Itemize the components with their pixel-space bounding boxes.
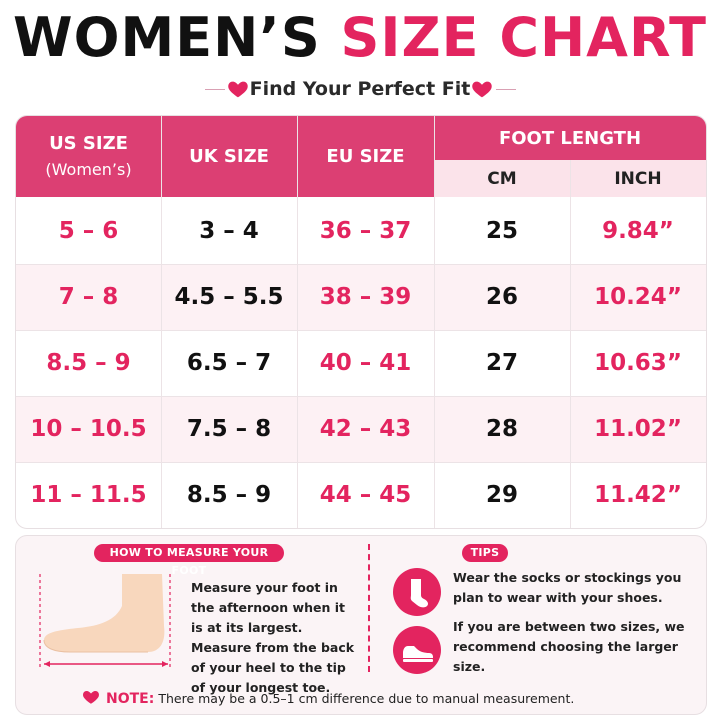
cell-uk: 3 – 4: [199, 218, 259, 244]
page-title: WOMEN’S SIZE CHART: [0, 6, 720, 70]
grid-line: [16, 462, 706, 463]
cell-cm: 27: [485, 350, 518, 376]
header-eu-size: EU SIZE: [297, 116, 434, 197]
tip-socks: Wear the socks or stockings you plan to …: [453, 570, 682, 605]
cell-eu: 40 – 41: [319, 350, 412, 376]
subtitle-line-right: [496, 89, 516, 90]
cell-eu: 38 – 39: [319, 284, 412, 310]
tip-between-sizes: If you are between two sizes, we recomme…: [453, 619, 685, 674]
heart-icon: [228, 81, 248, 98]
cell-us: 11 – 11.5: [30, 482, 147, 508]
cell-eu: 36 – 37: [319, 218, 412, 244]
note-text: There may be a 0.5–1 cm difference due t…: [158, 691, 575, 706]
measure-tag: HOW TO MEASURE YOUR FOOT: [94, 544, 284, 577]
cell-inch: 9.84”: [602, 218, 674, 244]
grid-line: [161, 116, 162, 528]
note: NOTE: There may be a 0.5–1 cm difference…: [106, 691, 574, 707]
grid-line: [297, 116, 298, 528]
cell-eu: 42 – 43: [319, 416, 412, 442]
tips-tag: TIPS: [462, 544, 508, 562]
grid-line: [16, 396, 706, 397]
subtitle: Find Your Perfect Fit: [249, 78, 471, 100]
panel-divider: [368, 544, 370, 672]
info-panel: HOW TO MEASURE YOUR FOOT Measure your fo…: [15, 535, 707, 715]
cell-cm: 29: [485, 482, 518, 508]
grid-line: [16, 264, 706, 265]
shoe-icon: [393, 626, 441, 674]
table-row: 8.5 – 9 6.5 – 7 40 – 41 27 10.63”: [16, 330, 706, 396]
title-womens: WOMEN’S: [13, 6, 321, 69]
cell-us: 8.5 – 9: [46, 350, 131, 376]
title-size-chart: SIZE CHART: [340, 6, 707, 69]
heart-icon: [472, 81, 492, 98]
cell-uk: 4.5 – 5.5: [174, 284, 284, 310]
note-label: NOTE:: [106, 691, 155, 707]
cell-inch: 10.63”: [594, 350, 682, 376]
header-cm: CM: [434, 160, 570, 197]
header-us-size-sub: (Women’s): [45, 159, 132, 179]
heart-icon: [83, 691, 99, 704]
subtitle-line-left: [205, 89, 225, 90]
cell-cm: 26: [485, 284, 518, 310]
cell-cm: 25: [485, 218, 518, 244]
cell-eu: 44 – 45: [319, 482, 412, 508]
header-foot-length: FOOT LENGTH: [434, 116, 706, 160]
grid-line: [434, 116, 435, 528]
header-uk-size: UK SIZE: [161, 116, 297, 197]
header-inch: INCH: [570, 160, 706, 197]
cell-inch: 11.42”: [594, 482, 682, 508]
table-row: 10 – 10.5 7.5 – 8 42 – 43 28 11.02”: [16, 396, 706, 462]
table-row: 11 – 11.5 8.5 – 9 44 – 45 29 11.42”: [16, 462, 706, 528]
cell-uk: 8.5 – 9: [186, 482, 272, 508]
grid-line: [16, 330, 706, 331]
size-table: US SIZE (Women’s) UK SIZE EU SIZE FOOT L…: [15, 115, 707, 529]
subtitle-row: Find Your Perfect Fit: [0, 72, 720, 108]
grid-line: [570, 160, 571, 528]
cell-inch: 10.24”: [594, 284, 682, 310]
cell-us: 10 – 10.5: [30, 416, 147, 442]
cell-us: 5 – 6: [58, 218, 119, 244]
header-us-size-label: US SIZE: [49, 132, 128, 154]
table-row: 7 – 8 4.5 – 5.5 38 – 39 26 10.24”: [16, 264, 706, 330]
cell-inch: 11.02”: [594, 416, 682, 442]
measure-instructions: Measure your foot in the afternoon when …: [191, 580, 355, 695]
cell-uk: 6.5 – 7: [186, 350, 272, 376]
cell-uk: 7.5 – 8: [186, 416, 272, 442]
cell-cm: 28: [485, 416, 518, 442]
sock-icon: [393, 568, 441, 616]
foot-illustration: [39, 574, 171, 668]
header-us-size: US SIZE (Women’s): [16, 116, 161, 197]
table-row: 5 – 6 3 – 4 36 – 37 25 9.84”: [16, 198, 706, 264]
cell-us: 7 – 8: [58, 284, 119, 310]
